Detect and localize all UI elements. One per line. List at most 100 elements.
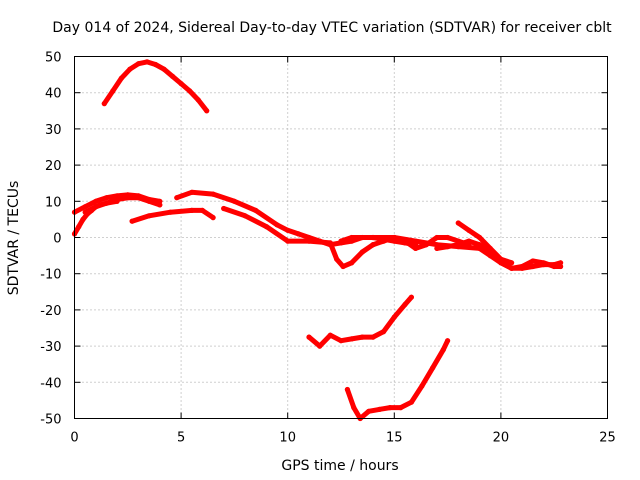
data-point (387, 405, 393, 411)
data-point (466, 227, 472, 233)
data-point (189, 207, 195, 213)
x-tick-labels: 0 5 10 15 20 25 (70, 431, 615, 446)
data-point (306, 334, 312, 340)
data-point (80, 216, 86, 222)
data-point (487, 245, 493, 251)
series-line-arc-8 (338, 235, 564, 271)
series-line-arc-1 (101, 59, 210, 114)
data-point (199, 207, 205, 213)
data-point (466, 238, 472, 244)
data-point (327, 332, 333, 338)
y-tick-label: 30 (45, 123, 62, 138)
data-point (376, 406, 382, 412)
data-point (306, 238, 312, 244)
data-point (419, 383, 425, 389)
series-line-arc-12 (306, 294, 414, 349)
data-point (349, 260, 355, 266)
data-point (402, 238, 408, 244)
data-point (344, 386, 350, 393)
y-axis-label: SDTVAR / TECUs (6, 181, 22, 296)
data-point (144, 59, 150, 65)
data-point (381, 238, 387, 244)
data-point (370, 234, 376, 241)
x-tick-label: 20 (493, 431, 510, 446)
data-point (178, 81, 184, 87)
series-arc-12 (306, 294, 414, 349)
data-point (231, 198, 237, 204)
chart-title: Day 014 of 2024, Sidereal Day-to-day VTE… (52, 20, 612, 36)
series-arc-1 (101, 59, 210, 114)
data-point (167, 209, 173, 215)
series-arc-11 (455, 220, 515, 266)
data-point (135, 61, 142, 67)
data-point (338, 238, 344, 244)
data-point (129, 218, 135, 224)
data-point (509, 260, 515, 266)
series-arc-7 (221, 205, 376, 270)
data-point (477, 234, 483, 241)
data-point (125, 195, 131, 201)
series-arc-9 (370, 234, 472, 251)
data-point (285, 238, 291, 244)
data-point (349, 336, 355, 342)
series-arc-10 (434, 238, 564, 271)
data-point (114, 196, 120, 203)
y-tick-label: -50 (40, 413, 61, 428)
data-point (402, 301, 408, 308)
data-point (327, 240, 333, 246)
data-point (253, 207, 259, 213)
data-point (445, 244, 451, 250)
series-arc-5 (129, 207, 216, 224)
data-point (391, 314, 397, 320)
data-point (519, 263, 525, 270)
data-point (434, 245, 440, 251)
y-tick-label: 40 (45, 87, 62, 102)
data-point (170, 73, 176, 79)
data-point (195, 97, 201, 103)
x-tick-label: 25 (599, 431, 616, 446)
x-tick-label: 10 (279, 431, 296, 446)
data-point (381, 329, 387, 335)
data-point (440, 347, 446, 353)
data-point (423, 242, 429, 248)
data-point (530, 263, 536, 270)
data-point (434, 234, 440, 241)
data-point (274, 222, 280, 228)
data-point (118, 75, 124, 81)
data-point (530, 258, 536, 264)
data-point (135, 195, 142, 201)
data-point (455, 242, 461, 248)
data-point (103, 200, 110, 206)
data-point (110, 88, 116, 94)
data-point (285, 227, 291, 233)
data-point (408, 399, 414, 405)
data-point (391, 234, 397, 241)
data-point (558, 263, 564, 270)
data-point (370, 334, 376, 340)
data-point (93, 204, 99, 210)
data-point (101, 101, 107, 107)
series-line-arc-9 (370, 235, 472, 251)
data-point (540, 260, 547, 266)
data-point (317, 343, 323, 349)
y-tick-label: -30 (40, 340, 61, 355)
data-point (408, 294, 414, 300)
data-point (338, 338, 344, 344)
data-point (157, 202, 163, 208)
y-tick-label: -40 (40, 376, 61, 391)
plot-frame (74, 56, 608, 419)
data-point (103, 195, 110, 201)
data-point (242, 213, 248, 219)
data-point (455, 220, 461, 226)
data-point (349, 234, 355, 241)
data-point (477, 242, 483, 248)
data-point (161, 66, 167, 72)
data-point (334, 256, 340, 262)
data-point (210, 215, 216, 221)
data-point (189, 189, 195, 195)
x-axis-label: GPS time / hours (281, 458, 398, 474)
y-tick-label: 20 (45, 159, 62, 174)
data-point (174, 195, 180, 201)
x-tick-label: 0 (70, 431, 78, 446)
